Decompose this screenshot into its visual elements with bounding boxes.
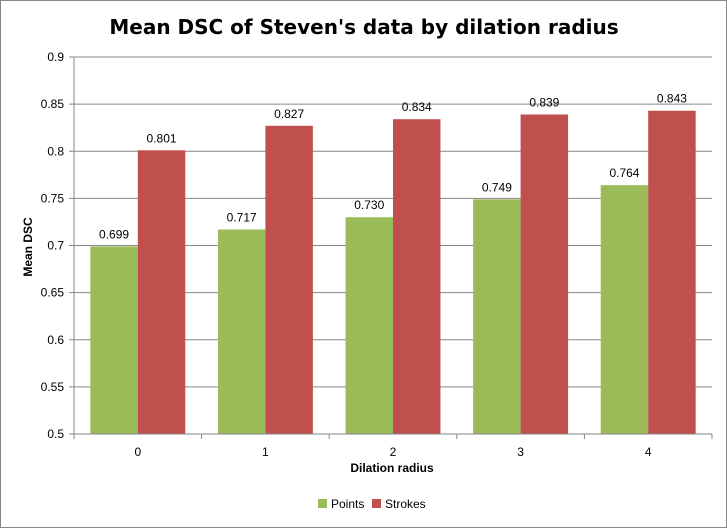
x-tick-label: 2 [390, 445, 397, 459]
bar-points-4 [600, 185, 649, 434]
y-tick-label: 0.55 [41, 380, 65, 394]
legend-swatch-strokes [372, 499, 381, 508]
chart-title: Mean DSC of Steven's data by dilation ra… [109, 15, 618, 39]
y-tick-label: 0.65 [41, 286, 65, 300]
data-label: 0.749 [482, 180, 512, 194]
bar-points-2 [345, 217, 393, 434]
y-tick-label: 0.85 [41, 97, 65, 111]
x-tick-label: 4 [645, 445, 652, 459]
y-tick-label: 0.9 [47, 50, 64, 64]
legend-label-points: Points [331, 497, 364, 511]
bar-strokes-2 [393, 119, 441, 434]
y-tick-label: 0.5 [47, 427, 64, 441]
y-tick-label: 0.75 [41, 191, 65, 205]
data-label: 0.730 [354, 198, 384, 212]
bar-points-1 [217, 229, 266, 434]
axes: 0.5 0.55 0.6 0.65 0.7 0.75 0.8 0.85 0.9 0 1 2 3 4 [41, 50, 713, 459]
y-tick-label: 0.8 [47, 144, 64, 158]
y-tick-label: 0.6 [47, 333, 64, 347]
data-labels: 0.699 0.801 0.717 0.827 0.730 0.834 0.749 0.839… [99, 92, 687, 242]
bar-strokes-0 [137, 150, 186, 434]
bar-points-3 [473, 199, 521, 434]
x-tick-label: 3 [517, 445, 524, 459]
legend-swatch-points [318, 499, 327, 508]
legend: Points Strokes [318, 497, 426, 511]
data-label: 0.717 [227, 210, 257, 224]
x-tick-label: 1 [262, 445, 269, 459]
bars [90, 110, 696, 435]
bar-strokes-1 [265, 125, 313, 435]
y-tick-label: 0.7 [47, 239, 64, 253]
y-axis-title: Mean DSC [21, 217, 35, 277]
bar-points-0 [90, 246, 138, 434]
bar-strokes-3 [520, 114, 569, 435]
legend-label-strokes: Strokes [385, 497, 426, 511]
data-label: 0.834 [402, 100, 432, 114]
bar-strokes-4 [648, 110, 696, 434]
data-label: 0.764 [609, 166, 639, 180]
data-label: 0.839 [529, 95, 559, 109]
data-label: 0.843 [657, 92, 687, 106]
x-tick-label: 0 [134, 445, 141, 459]
data-label: 0.699 [99, 227, 129, 241]
x-axis-title: Dilation radius [350, 461, 434, 475]
data-label: 0.801 [147, 131, 177, 145]
data-label: 0.827 [274, 107, 304, 121]
